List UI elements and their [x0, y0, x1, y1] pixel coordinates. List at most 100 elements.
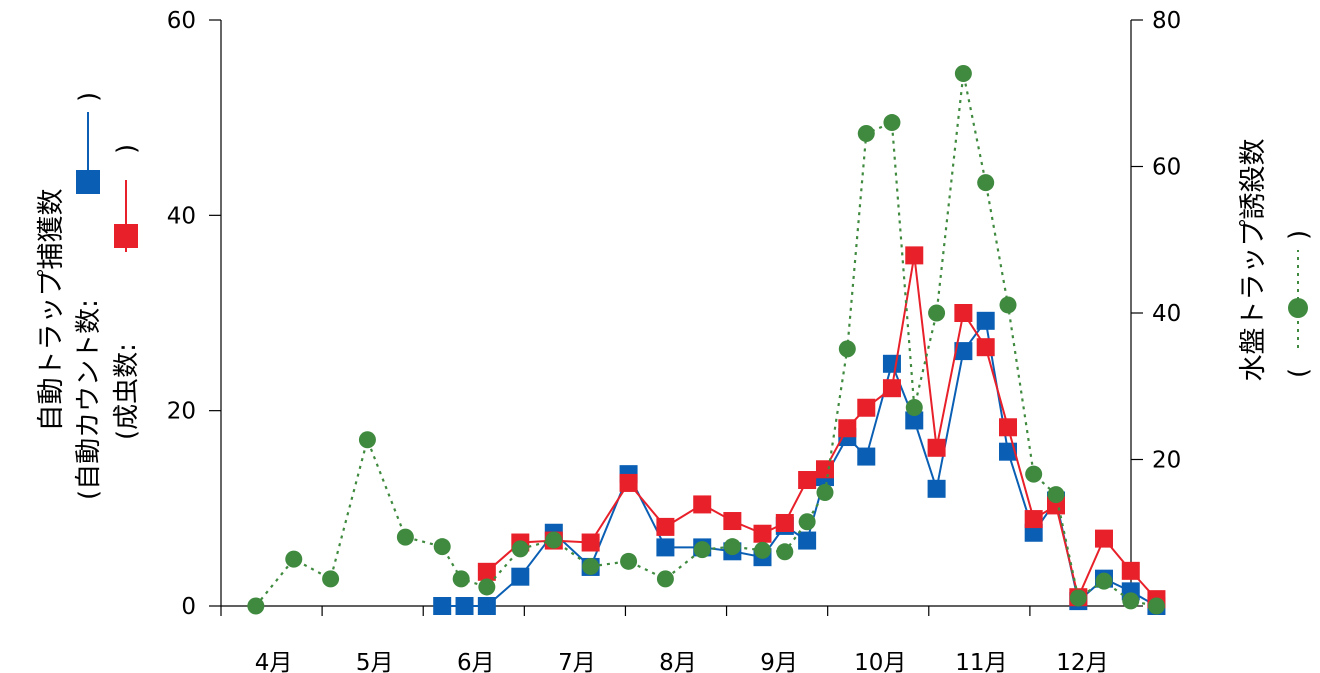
- series-water-point: [693, 541, 711, 559]
- right-axis-title-group: 水盤トラップ誘殺数: [1238, 139, 1269, 382]
- x-month-label: 11月: [955, 650, 1007, 673]
- series-auto-point: [905, 411, 924, 430]
- series-auto-point: [433, 597, 452, 615]
- series-water-point: [905, 398, 923, 416]
- series-water-point: [358, 431, 376, 449]
- right-axis-title: 水盤トラップ誘殺数: [1238, 139, 1269, 382]
- left-tick-label: 0: [181, 594, 196, 620]
- legend-auto-close: ): [74, 92, 104, 102]
- legend-auto-open: (自動カウント数:: [74, 299, 104, 500]
- series-adult: [477, 246, 1166, 609]
- series-adult-point: [954, 304, 973, 322]
- series-water: [247, 64, 1165, 615]
- series-adult-point: [857, 398, 876, 417]
- left-tick-label: 20: [167, 399, 196, 425]
- series-layer: [247, 64, 1166, 615]
- series-auto-point: [999, 442, 1018, 461]
- legend-water-open: (: [1284, 368, 1314, 378]
- series-water-line: [254, 73, 1157, 608]
- series-adult-point: [753, 524, 772, 543]
- series-water-point: [545, 531, 563, 549]
- series-water-point: [723, 538, 741, 556]
- series-adult-point: [1121, 561, 1140, 580]
- series-auto-point: [857, 447, 876, 466]
- series-adult-point: [1094, 529, 1113, 548]
- series-auto-point: [976, 311, 995, 330]
- series-adult-point: [1024, 510, 1043, 529]
- series-auto-point: [882, 354, 901, 373]
- series-adult-point: [999, 418, 1018, 437]
- series-adult-point: [477, 562, 496, 581]
- series-adult-point: [905, 246, 924, 265]
- series-auto: [433, 311, 1166, 615]
- legend-auto-marker: [76, 170, 100, 194]
- series-auto-point: [455, 597, 474, 615]
- series-water-point: [433, 538, 451, 556]
- left-tick-label: 40: [167, 203, 196, 229]
- series-water-point: [999, 296, 1017, 314]
- legend-adult-open: (成虫数:: [112, 343, 142, 440]
- series-water-point: [977, 174, 995, 192]
- series-auto-point: [511, 567, 530, 586]
- legend-auto: (自動カウント数: ): [74, 92, 104, 500]
- series-water-point: [1122, 592, 1140, 610]
- series-adult-point: [927, 438, 946, 457]
- legend-water-close: ): [1284, 230, 1314, 240]
- series-water-point: [883, 114, 901, 132]
- series-water-point: [1047, 486, 1065, 504]
- series-water-point: [776, 543, 794, 561]
- legend-adult-marker: [114, 224, 138, 248]
- series-water-point: [798, 513, 816, 531]
- left-axis-ticks: 0 20 40 60: [167, 8, 221, 620]
- series-adult-point: [798, 471, 817, 490]
- series-adult-point: [656, 517, 675, 536]
- series-adult-point: [723, 512, 742, 531]
- x-month-label: 10月: [854, 650, 906, 673]
- series-water-point: [816, 483, 834, 501]
- x-month-label: 5月: [356, 650, 394, 673]
- series-adult-point: [581, 533, 600, 552]
- series-water-point: [582, 557, 600, 575]
- series-water-point: [857, 125, 875, 143]
- right-tick-label: 20: [1152, 448, 1181, 474]
- left-axis-title: 自動トラップ捕獲数: [36, 189, 67, 432]
- series-auto-point: [927, 479, 946, 498]
- series-adult-point: [775, 513, 794, 532]
- series-adult-point: [882, 379, 901, 398]
- x-month-label: 9月: [760, 650, 798, 673]
- series-water-point: [396, 528, 414, 546]
- series-water-point: [452, 570, 470, 588]
- series-water-point: [285, 550, 303, 568]
- x-month-label: 7月: [558, 650, 596, 673]
- series-adult-point: [693, 495, 712, 514]
- series-water-point: [322, 570, 340, 588]
- series-water-point: [620, 552, 638, 570]
- series-water-point: [511, 540, 529, 558]
- x-month-label: 4月: [255, 650, 293, 673]
- series-adult-point: [838, 419, 857, 438]
- series-adult-point: [815, 460, 834, 479]
- series-water-point: [753, 541, 771, 559]
- legend-water-marker: [1288, 298, 1308, 318]
- legend-adult-close: ): [112, 144, 142, 154]
- legend-water: ( ): [1284, 230, 1314, 378]
- right-tick-label: 40: [1152, 301, 1181, 327]
- series-water-point: [1095, 572, 1113, 590]
- series-water-point: [478, 578, 496, 596]
- x-month-label: 12月: [1056, 650, 1108, 673]
- series-water-point: [656, 570, 674, 588]
- series-water-point: [1147, 597, 1165, 615]
- series-adult-point: [619, 473, 638, 492]
- series-auto-point: [954, 342, 973, 361]
- series-auto-point: [477, 597, 496, 615]
- x-axis-ticks: 4月 5月 6月 7月 8月 9月 10月 11月 12月: [220, 606, 1109, 673]
- series-water-point: [247, 597, 265, 615]
- series-water-point: [838, 340, 856, 358]
- series-adult-point: [976, 338, 995, 357]
- series-auto-point: [798, 531, 817, 550]
- series-auto-point: [656, 538, 675, 557]
- series-auto-point: [1024, 523, 1043, 542]
- series-water-point: [1025, 465, 1043, 483]
